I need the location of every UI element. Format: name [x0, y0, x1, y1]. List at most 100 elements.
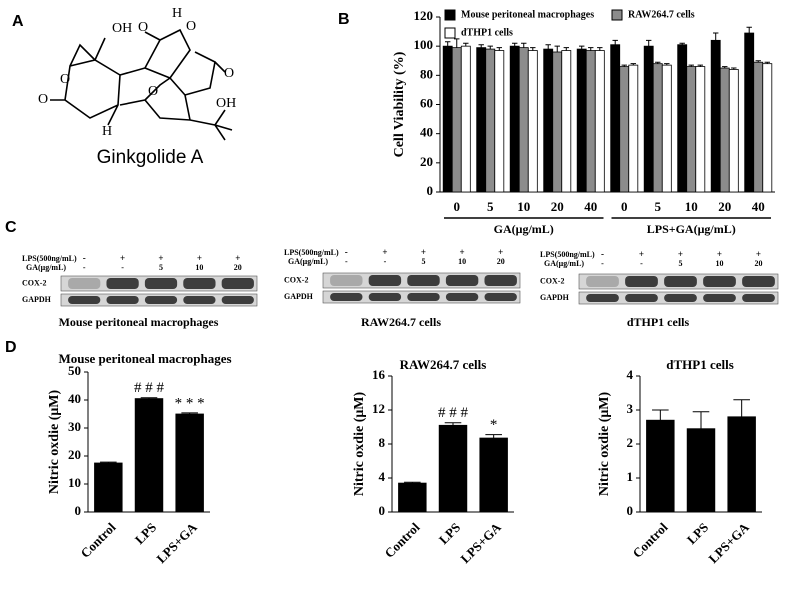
error-bar	[563, 47, 570, 51]
x-tick-label: Control	[629, 519, 670, 560]
lane-sign: -	[83, 263, 86, 272]
error-bar	[692, 411, 710, 429]
lane-sign: +	[498, 247, 503, 257]
legend-label: Mouse peritoneal macrophages	[461, 9, 594, 20]
bar	[494, 50, 505, 193]
blot-label: LPS(500ng/mL)	[284, 248, 339, 257]
bar	[543, 48, 554, 193]
lane-sign: +	[678, 249, 683, 259]
bar	[518, 47, 529, 193]
y-tick-label: 1	[627, 469, 634, 484]
chart-title: dTHP1 cells	[666, 357, 734, 372]
legend-label: RAW264.7 cells	[628, 9, 695, 20]
error-bar	[722, 66, 728, 69]
bar	[677, 44, 688, 193]
x-tick-label: LPS+GA	[153, 519, 200, 566]
y-tick-label: 20	[420, 154, 433, 169]
bar	[710, 39, 721, 193]
error-bar	[764, 61, 771, 64]
blot-row-label: COX-2	[540, 276, 564, 285]
bar	[727, 416, 756, 513]
lane-sign: +	[120, 253, 125, 263]
error-bar	[496, 47, 503, 51]
error-bar	[630, 63, 637, 66]
error-bar	[444, 422, 462, 426]
lane-sign: 5	[679, 259, 683, 268]
bar	[762, 63, 773, 193]
error-bar	[731, 67, 737, 70]
y-tick-label: 4	[379, 469, 386, 484]
y-axis-label: Nitric oxdie (μM)	[47, 389, 62, 494]
lane-sign: 20	[755, 259, 763, 268]
bar	[661, 64, 672, 193]
error-bar	[733, 399, 750, 417]
error-bar	[463, 42, 469, 47]
blot-label: GA(μg/mL)	[26, 263, 66, 272]
error-bar	[181, 412, 198, 414]
error-bar	[755, 60, 761, 63]
x-tick-label: Control	[381, 519, 422, 560]
bar	[398, 482, 427, 513]
blot-band	[407, 275, 440, 286]
y-tick-label: 100	[414, 37, 434, 52]
bar	[686, 428, 716, 513]
y-axis-label: Nitric oxdie (μM)	[352, 391, 367, 496]
lane-sign: +	[382, 247, 387, 257]
lane-sign: 20	[497, 257, 505, 266]
y-tick-label: 40	[68, 391, 81, 406]
blot-band	[445, 293, 479, 301]
bar	[646, 419, 675, 513]
blot-band	[68, 278, 101, 289]
bar	[744, 32, 755, 193]
y-tick-label: 3	[627, 401, 634, 416]
atom: O	[38, 92, 48, 107]
legend-swatch	[444, 27, 456, 39]
y-tick-label: 12	[372, 401, 385, 416]
lane-sign: 10	[458, 257, 466, 266]
blot-label: LPS(500ng/mL)	[540, 250, 595, 259]
error-bar	[444, 41, 451, 47]
y-tick-label: 80	[420, 66, 433, 81]
bar	[451, 47, 462, 193]
error-bar	[688, 64, 694, 67]
atom: O	[224, 66, 234, 81]
bar	[686, 66, 697, 193]
atom: H	[102, 124, 112, 139]
error-bar	[485, 434, 502, 439]
panel-letter: B	[338, 11, 350, 28]
lane-sign: -	[601, 259, 604, 268]
blot-row-label: GAPDH	[284, 292, 314, 301]
lane-sign: +	[421, 247, 426, 257]
error-bar	[645, 39, 652, 47]
y-tick-label: 60	[420, 95, 433, 110]
error-bar	[100, 461, 117, 463]
blot-band	[445, 275, 479, 286]
bar	[610, 44, 621, 193]
x-tick-label: LPS+GA	[705, 519, 752, 566]
lane-sign: +	[158, 253, 163, 263]
significance: *	[490, 417, 498, 433]
lane-sign: +	[717, 249, 722, 259]
chart-title: Mouse peritoneal macrophages	[58, 351, 231, 366]
legend-label: dTHP1 cells	[461, 27, 513, 38]
blot-band	[703, 294, 736, 302]
atom: O	[148, 84, 158, 99]
error-bar	[554, 45, 560, 52]
bar	[527, 50, 538, 193]
chart-title: RAW264.7 cells	[400, 357, 487, 372]
y-tick-label: 0	[427, 183, 434, 198]
bar	[585, 50, 596, 193]
error-bar	[404, 481, 421, 484]
atom: O	[138, 20, 148, 35]
lane-sign: +	[235, 253, 240, 263]
blot-band	[368, 275, 402, 286]
y-tick-label: 40	[420, 125, 433, 140]
y-tick-label: 0	[75, 503, 82, 518]
error-bar	[679, 42, 685, 45]
x-tick-label: 10	[517, 199, 530, 214]
x-tick-label: 20	[718, 199, 731, 214]
y-tick-label: 20	[68, 447, 81, 462]
y-tick-label: 2	[627, 435, 634, 450]
x-tick-label: LPS	[436, 520, 463, 547]
lane-sign: -	[384, 257, 387, 266]
